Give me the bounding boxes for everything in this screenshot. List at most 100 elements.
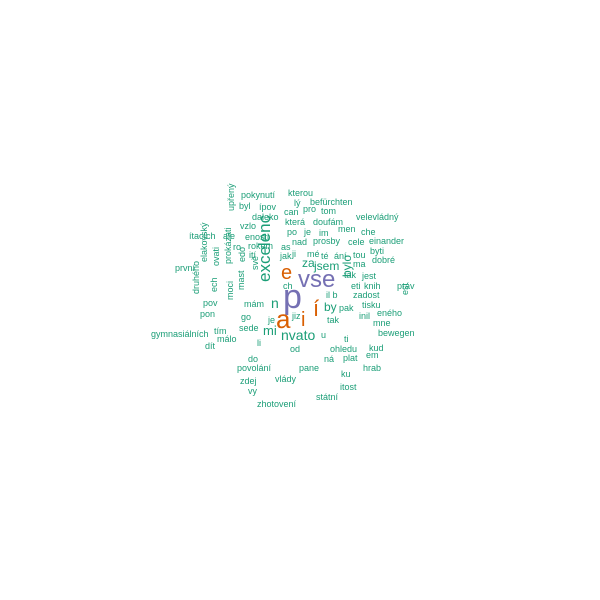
cloud-word: nad [292, 237, 308, 247]
cloud-word: kterou [288, 188, 314, 198]
cloud-word: befürchten [310, 197, 353, 207]
cloud-word: sede [239, 323, 259, 333]
cloud-word: vzlo [240, 221, 257, 231]
cloud-word: zadost [353, 290, 380, 300]
cloud-word: tím [214, 326, 227, 336]
cloud-word: která [285, 217, 306, 227]
cloud-word: kud [369, 343, 384, 353]
cloud-word: vse [298, 266, 336, 293]
cloud-word: daleko [252, 212, 279, 222]
cloud-word: tak [327, 315, 340, 325]
cloud-word: málo [217, 334, 237, 344]
cloud-word: do [248, 354, 259, 364]
cloud-word: svě [250, 255, 260, 270]
cloud-word: mne [373, 318, 391, 328]
cloud-word: vy [248, 386, 257, 396]
cloud-word: ání [334, 251, 347, 261]
cloud-word: knih [364, 281, 381, 291]
cloud-word: státní [316, 392, 339, 402]
cloud-word: práv [397, 281, 415, 291]
cloud-word: ma [353, 259, 366, 269]
cloud-word: p [283, 278, 302, 316]
cloud-word: as [281, 242, 291, 252]
cloud-word: od [290, 344, 301, 354]
cloud-word: velevládný [356, 212, 399, 222]
cloud-word: jiz [292, 311, 301, 321]
cloud-word: pokynutí [241, 190, 276, 200]
cloud-word: ití [249, 250, 257, 260]
cloud-word: ech [209, 277, 219, 292]
cloud-word: einander [369, 236, 405, 246]
cloud-word: mast [236, 270, 246, 290]
cloud-word: í [313, 296, 320, 321]
cloud-word: ohledu [330, 344, 358, 354]
cloud-word: tak [344, 270, 357, 280]
cloud-word: jak [280, 251, 292, 261]
cloud-word: can [284, 207, 299, 217]
cloud-word: gymnasiálních [151, 329, 209, 339]
cloud-word: im [319, 228, 329, 238]
cloud-word: inil [359, 311, 371, 321]
cloud-word: il b [326, 290, 338, 300]
cloud-word: pane [299, 363, 320, 373]
cloud-word: pon [200, 309, 216, 319]
cloud-word: e [281, 262, 293, 284]
cloud-word: enosti [245, 232, 270, 242]
cloud-word: po [287, 227, 298, 237]
cloud-word: dobré [372, 255, 396, 265]
cloud-word: elakovský [199, 222, 209, 262]
cloud-word: té [321, 251, 329, 261]
cloud-word: mi [263, 323, 277, 338]
cloud-word: est [400, 282, 410, 295]
cloud-word: je [304, 227, 312, 237]
cloud-word: ch [283, 281, 293, 291]
cloud-word: upřený [226, 183, 236, 211]
cloud-word: lý [294, 198, 301, 208]
cloud-word: prokázati [223, 227, 233, 264]
cloud-word: zdej [240, 376, 257, 386]
cloud-word: povolání [237, 363, 272, 373]
cloud-word: byl [239, 201, 251, 211]
cloud-word: men [338, 224, 356, 234]
cloud-word: tisku [362, 300, 381, 310]
cloud-word: ípov [259, 202, 277, 212]
cloud-word: em [366, 350, 379, 360]
cloud-word: hrab [363, 363, 382, 373]
cloud-word: u [321, 330, 327, 340]
cloud-word: jsem [314, 259, 340, 273]
cloud-word: n [271, 295, 279, 311]
cloud-word: ro [233, 242, 242, 252]
cloud-word: ku [341, 369, 351, 379]
cloud-word: eného [377, 308, 403, 318]
cloud-word: pro [303, 204, 317, 214]
cloud-word: ji [292, 249, 296, 259]
cloud-word: eti [351, 281, 361, 291]
cloud-word: che [361, 227, 376, 237]
cloud-word: ti [344, 334, 349, 344]
cloud-word: mé [307, 249, 320, 259]
cloud-word: dít [205, 341, 216, 351]
cloud-word: i [301, 309, 306, 331]
cloud-word: cele [348, 237, 365, 247]
cloud-word: je [268, 315, 276, 325]
cloud-word: rokem [248, 241, 274, 251]
cloud-word: byti [370, 246, 385, 256]
cloud-word: mám [244, 299, 264, 309]
cloud-word: vlády [275, 374, 297, 384]
cloud-word: nvato [281, 327, 316, 343]
cloud-word: tou [353, 250, 366, 260]
cloud-word: ítacích [189, 231, 216, 241]
cloud-word: ovati [211, 246, 221, 266]
cloud-word: pov [203, 298, 218, 308]
cloud-word: edo [237, 246, 247, 262]
cloud-word: bewegen [378, 328, 415, 338]
cloud-word: moci [225, 280, 235, 300]
cloud-word: jest [362, 271, 377, 281]
cloud-word: plat [343, 353, 358, 363]
cloud-word: go [241, 312, 252, 322]
cloud-word: za [302, 256, 315, 270]
cloud-word: itost [340, 382, 357, 392]
cloud-word: pak [339, 303, 354, 313]
cloud-word: ale [223, 231, 236, 241]
